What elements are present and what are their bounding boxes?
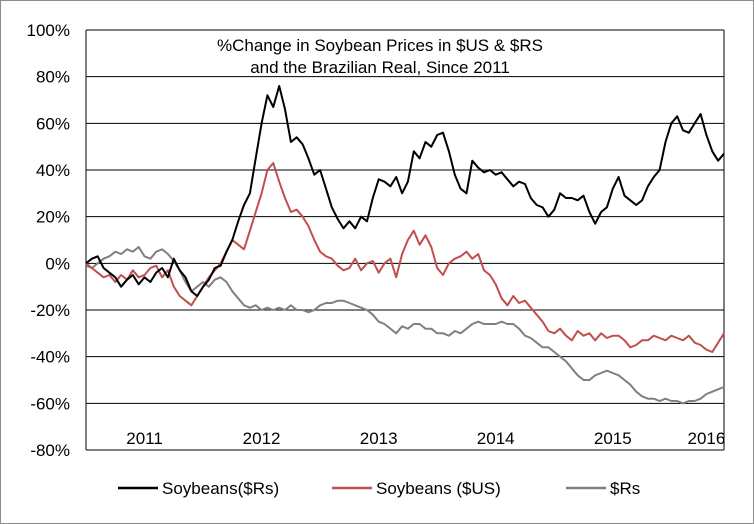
y-tick-label: -80% (30, 441, 70, 460)
x-year-label: 2012 (243, 429, 281, 448)
y-tick-label: 60% (36, 114, 70, 133)
y-tick-label: 80% (36, 68, 70, 87)
series-line-0 (85, 85, 725, 297)
y-tick-label: -60% (30, 394, 70, 413)
x-year-label: 2011 (126, 429, 163, 448)
x-year-label: 2013 (360, 429, 398, 448)
series-lines (85, 85, 725, 405)
series-line-2 (85, 246, 725, 405)
x-year-label: 2014 (477, 429, 515, 448)
y-tick-label: 40% (36, 161, 70, 180)
y-tick-label: -20% (30, 301, 70, 320)
y-tick-label: 100% (27, 21, 70, 40)
legend-label-0: Soybeans($Rs) (162, 479, 279, 498)
series-line-1 (85, 162, 725, 353)
chart-title: %Change in Soybean Prices in $US & $RS (217, 36, 543, 55)
legend-label-2: $Rs (610, 479, 640, 498)
x-year-label: 2015 (594, 429, 632, 448)
y-tick-label: 0% (45, 254, 70, 273)
y-tick-label: -40% (30, 348, 70, 367)
y-tick-label: 20% (36, 208, 70, 227)
gridlines (86, 29, 724, 451)
x-year-label: 2016 (688, 429, 726, 448)
axes: 100% 80% 60% 40% 20% 0% -20% -40% -60% -80% 2011 20… (27, 21, 726, 460)
legend-label-1: Soybeans ($US) (376, 479, 501, 498)
chart-subtitle: and the Brazilian Real, Since 2011 (250, 58, 510, 77)
legend: Soybeans($Rs) Soybeans ($US) $Rs (118, 479, 640, 498)
